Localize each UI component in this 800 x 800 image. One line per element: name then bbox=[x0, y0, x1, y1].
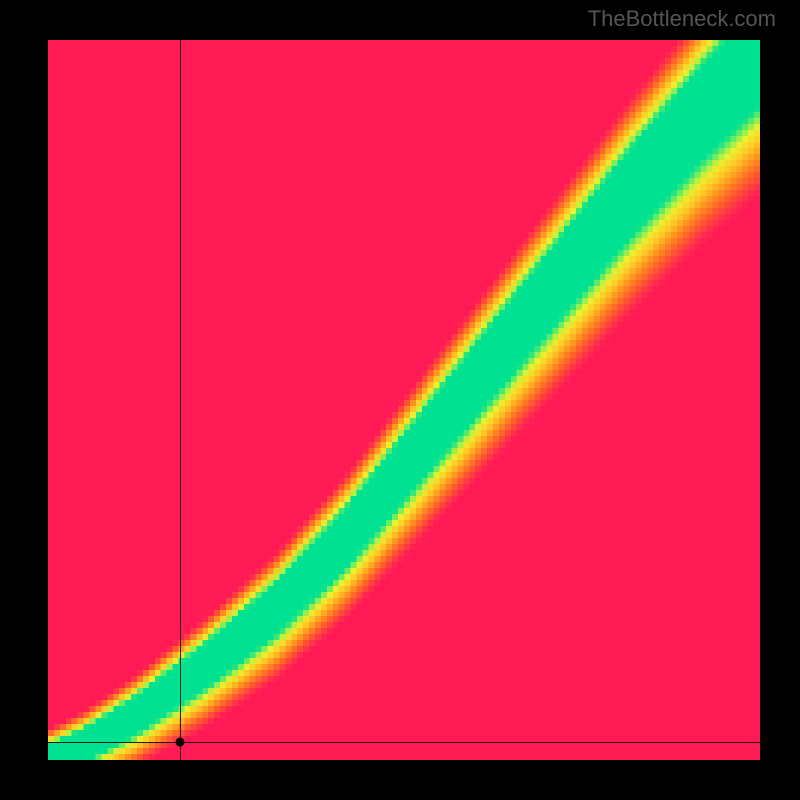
heatmap-plot bbox=[48, 40, 760, 760]
attribution-label: TheBottleneck.com bbox=[588, 6, 776, 32]
chart-container: TheBottleneck.com bbox=[0, 0, 800, 800]
heatmap-canvas bbox=[48, 40, 760, 760]
